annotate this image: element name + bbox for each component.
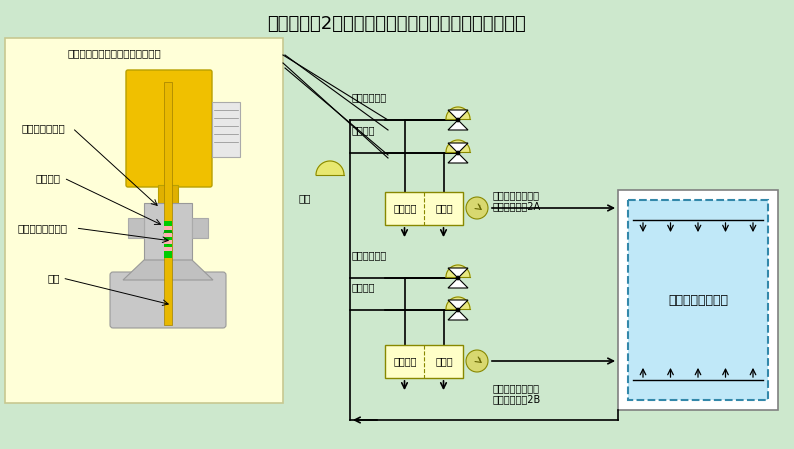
FancyBboxPatch shape bbox=[144, 203, 192, 260]
Circle shape bbox=[456, 276, 460, 280]
Polygon shape bbox=[446, 297, 470, 309]
Text: フィルタ: フィルタ bbox=[394, 203, 417, 214]
Circle shape bbox=[466, 350, 488, 372]
Text: 伊方発電所2号機　安全補機開閉器室空調概略系統図: 伊方発電所2号機 安全補機開閉器室空調概略系統図 bbox=[268, 15, 526, 33]
Text: 安全補機開閉器室
　空調ファン2B: 安全補機開閉器室 空調ファン2B bbox=[493, 383, 542, 405]
Polygon shape bbox=[446, 107, 470, 119]
FancyBboxPatch shape bbox=[164, 221, 172, 258]
Text: コイル: コイル bbox=[435, 357, 453, 366]
Text: フィルタ: フィルタ bbox=[394, 357, 417, 366]
Text: 補助蒸気系統: 補助蒸気系統 bbox=[352, 92, 387, 102]
FancyBboxPatch shape bbox=[164, 233, 172, 237]
Polygon shape bbox=[448, 153, 468, 163]
FancyBboxPatch shape bbox=[385, 345, 463, 378]
FancyBboxPatch shape bbox=[192, 218, 208, 238]
FancyBboxPatch shape bbox=[128, 218, 144, 238]
Text: 外気: 外気 bbox=[299, 193, 311, 203]
FancyBboxPatch shape bbox=[158, 185, 178, 205]
FancyBboxPatch shape bbox=[126, 70, 212, 187]
Polygon shape bbox=[448, 268, 468, 278]
Circle shape bbox=[456, 118, 460, 122]
FancyBboxPatch shape bbox=[385, 192, 463, 225]
Polygon shape bbox=[446, 140, 470, 152]
Text: グランド: グランド bbox=[35, 173, 60, 183]
Polygon shape bbox=[448, 310, 468, 320]
Polygon shape bbox=[448, 278, 468, 288]
Text: 補助蒸気制御弁グランド部拡大図: 補助蒸気制御弁グランド部拡大図 bbox=[67, 48, 160, 58]
Text: グランド押さえ: グランド押さえ bbox=[22, 123, 66, 133]
FancyBboxPatch shape bbox=[5, 38, 283, 403]
Polygon shape bbox=[316, 161, 344, 175]
Text: 補助蒸気系統: 補助蒸気系統 bbox=[352, 250, 387, 260]
Text: 安全補機開閉器室: 安全補機開閉器室 bbox=[668, 294, 728, 307]
Circle shape bbox=[456, 151, 460, 155]
Text: グランドパッキン: グランドパッキン bbox=[18, 223, 68, 233]
Text: 安全補機開閉器室
　空調ファン2A: 安全補機開閉器室 空調ファン2A bbox=[493, 190, 542, 211]
Circle shape bbox=[456, 308, 460, 312]
FancyBboxPatch shape bbox=[110, 272, 226, 328]
Circle shape bbox=[466, 197, 488, 219]
FancyBboxPatch shape bbox=[164, 226, 172, 230]
FancyBboxPatch shape bbox=[164, 247, 172, 251]
FancyBboxPatch shape bbox=[164, 82, 172, 325]
Text: 弁棒: 弁棒 bbox=[48, 273, 60, 283]
Polygon shape bbox=[448, 300, 468, 310]
FancyBboxPatch shape bbox=[628, 200, 768, 400]
Polygon shape bbox=[446, 265, 470, 277]
FancyBboxPatch shape bbox=[164, 240, 172, 244]
Polygon shape bbox=[448, 120, 468, 130]
Text: 冷水系統: 冷水系統 bbox=[352, 125, 376, 135]
Polygon shape bbox=[448, 143, 468, 153]
Polygon shape bbox=[448, 110, 468, 120]
Text: 冷水系統: 冷水系統 bbox=[352, 282, 376, 292]
Polygon shape bbox=[123, 260, 213, 280]
FancyBboxPatch shape bbox=[212, 102, 240, 157]
FancyBboxPatch shape bbox=[618, 190, 778, 410]
Text: コイル: コイル bbox=[435, 203, 453, 214]
